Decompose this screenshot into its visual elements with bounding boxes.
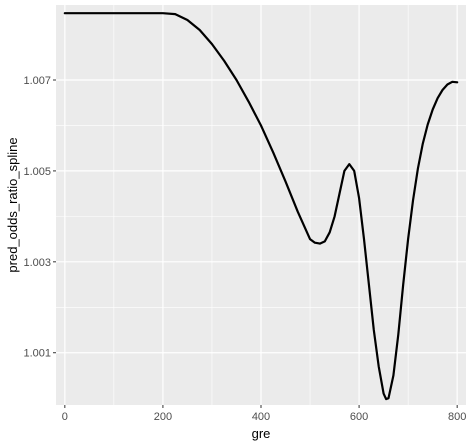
x-tick-label: 400	[252, 411, 270, 423]
x-tick-label: 0	[62, 411, 68, 423]
x-tick-label: 800	[448, 411, 466, 423]
series-line	[63, 12, 459, 401]
x-axis-title: gre	[252, 426, 271, 441]
y-tick-label: 1.007	[23, 75, 51, 87]
axis-ticks: 0 200 400 600 800 1.001 1.003 1.005 1.007	[23, 75, 466, 423]
x-tick-label: 200	[154, 411, 172, 423]
y-tick-label: 1.005	[23, 166, 51, 178]
y-axis-title: pred_odds_ratio_spline	[5, 137, 20, 272]
x-tick-label: 600	[350, 411, 368, 423]
series-layer	[63, 12, 459, 401]
y-tick-label: 1.003	[23, 257, 51, 269]
y-tick-label: 1.001	[23, 348, 51, 360]
